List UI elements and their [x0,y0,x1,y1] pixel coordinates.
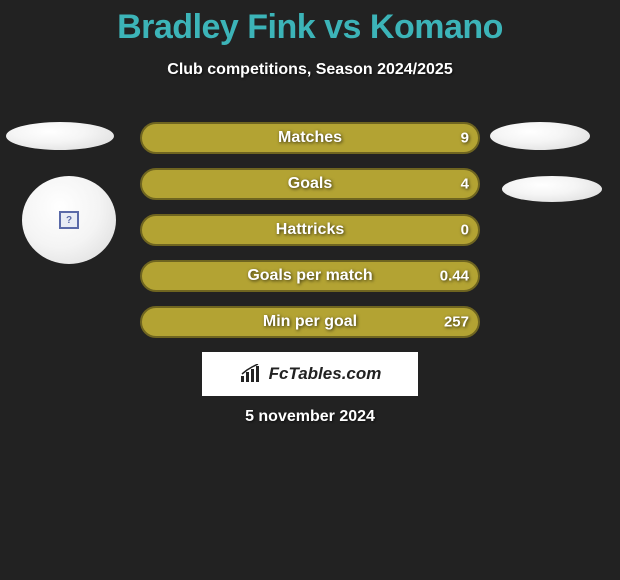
brand-chart-icon [239,364,263,384]
stat-row: Min per goal 257 [0,306,620,338]
stat-value-left: 4 [461,176,469,193]
stat-row: Goals 4 [0,168,620,200]
stat-value-left: 0 [461,222,469,239]
stats-container: Matches 9 Goals 4 Hattricks 0 Goals per … [0,122,620,352]
stat-value-left: 257 [444,314,469,331]
stat-value-left: 0.44 [440,268,469,285]
comparison-title: Bradley Fink vs Komano [0,0,620,47]
stat-row: Hattricks 0 [0,214,620,246]
snapshot-date: 5 november 2024 [0,408,620,426]
stat-label: Matches [278,129,342,147]
comparison-subtitle: Club competitions, Season 2024/2025 [0,61,620,79]
stat-label: Goals per match [247,267,372,285]
stat-label: Min per goal [263,313,357,331]
brand-link[interactable]: FcTables.com [202,352,418,396]
stat-row: Goals per match 0.44 [0,260,620,292]
stat-row: Matches 9 [0,122,620,154]
stat-label: Hattricks [276,221,344,239]
brand-label: FcTables.com [269,364,382,384]
stat-label: Goals [288,175,332,193]
stat-value-left: 9 [461,130,469,147]
